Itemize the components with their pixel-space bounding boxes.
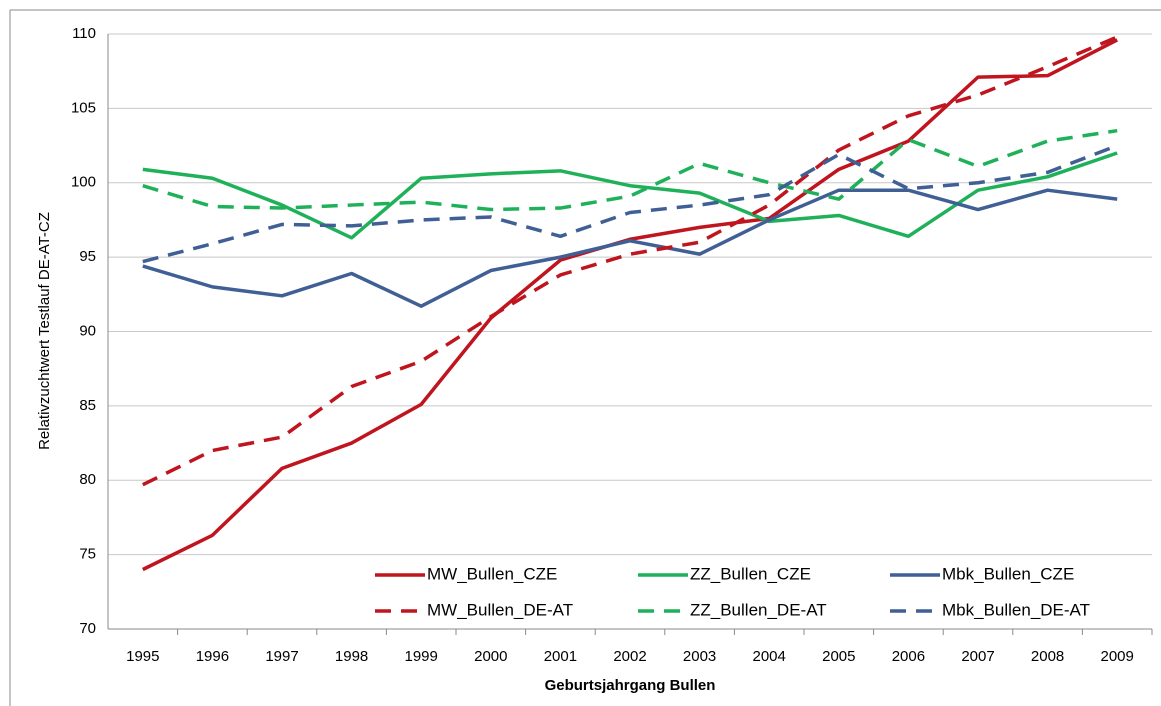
x-tick-label: 2008 (1031, 648, 1064, 665)
x-tick-label: 1999 (405, 648, 438, 665)
x-tick-label: 1997 (265, 648, 298, 665)
series-line (142, 128, 1118, 212)
series-line (142, 151, 1118, 240)
series-line (142, 143, 1118, 264)
y-tick-label: 100 (71, 174, 96, 191)
legend-label: MW_Bullen_DE-AT (427, 600, 573, 619)
legend-label: Mbk_Bullen_CZE (942, 564, 1074, 583)
x-tick-label: 2006 (892, 648, 925, 665)
y-tick-label: 85 (79, 397, 96, 414)
y-tick-label: 110 (72, 25, 96, 42)
y-tick-label: 70 (79, 620, 96, 637)
x-tick-label: 2003 (683, 648, 716, 665)
x-tick-label: 2007 (961, 648, 994, 665)
x-tick-label: 1996 (196, 648, 229, 665)
series-line (142, 35, 1118, 487)
x-tick-label: 2009 (1101, 648, 1134, 665)
y-tick-label: 90 (79, 322, 96, 339)
y-tick-label: 105 (71, 99, 96, 116)
legend-label: ZZ_Bullen_CZE (690, 564, 811, 583)
x-axis-label: Geburtsjahrgang Bullen (545, 677, 716, 694)
x-tick-label: 2000 (474, 648, 507, 665)
x-tick-label: 2002 (613, 648, 646, 665)
y-tick-label: 75 (79, 546, 96, 563)
x-tick-label: 1998 (335, 648, 368, 665)
y-axis-label: Relativzuchtwert Testlauf DE-AT-CZ (36, 212, 53, 450)
series-line (142, 188, 1118, 308)
legend-label: Mbk_Bullen_DE-AT (942, 600, 1090, 619)
legend-label: ZZ_Bullen_DE-AT (690, 600, 827, 619)
x-tick-label: 2005 (822, 648, 855, 665)
legend-label: MW_Bullen_CZE (427, 564, 557, 583)
x-tick-label: 2001 (544, 648, 577, 665)
series-line (142, 38, 1118, 572)
y-tick-label: 95 (79, 248, 96, 265)
y-tick-label: 80 (79, 471, 96, 488)
x-tick-label: 1995 (126, 648, 159, 665)
x-tick-label: 2004 (753, 648, 786, 665)
